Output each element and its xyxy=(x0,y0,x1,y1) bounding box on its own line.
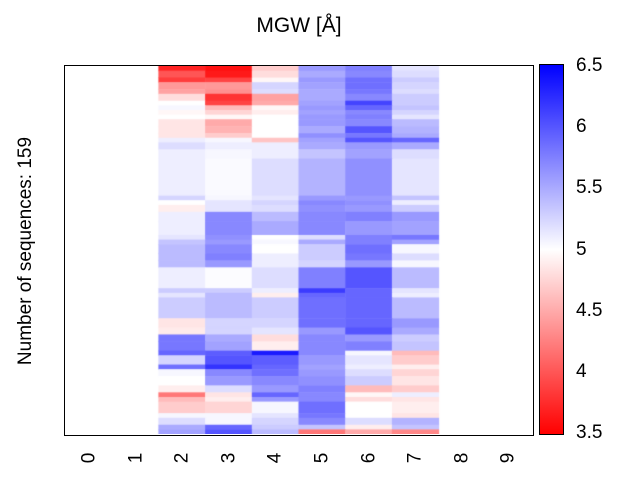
x-tick-label-8: 8 xyxy=(451,452,473,464)
colorbar-tick-label-4: 4 xyxy=(576,360,587,382)
heatmap-canvas xyxy=(65,66,532,434)
x-tick-label-5: 5 xyxy=(311,452,333,464)
plot-area xyxy=(64,65,534,436)
x-tick-label-0: 0 xyxy=(78,452,100,464)
colorbar-tick-label-3.5: 3.5 xyxy=(576,422,603,443)
y-axis-label-container: Number of sequences: 159 xyxy=(6,65,46,436)
x-tick-label-2: 2 xyxy=(171,452,193,464)
colorbar-tick-label-4.5: 4.5 xyxy=(576,299,603,321)
colorbar xyxy=(539,64,564,435)
chart-title: MGW [Å] xyxy=(256,14,342,37)
colorbar-tick-label-5: 5 xyxy=(576,238,587,260)
x-tick-label-4: 4 xyxy=(264,452,286,464)
x-tick-label-3: 3 xyxy=(218,452,240,464)
x-tick-label-6: 6 xyxy=(357,452,379,464)
colorbar-tick-label-5.5: 5.5 xyxy=(576,177,603,199)
x-tick-label-1: 1 xyxy=(124,452,146,464)
x-tick-label-7: 7 xyxy=(404,452,426,464)
colorbar-gradient xyxy=(540,65,563,434)
x-tick-label-9: 9 xyxy=(497,452,519,464)
x-axis-tick-labels: 0 1 2 3 4 5 6 7 8 9 xyxy=(0,438,640,474)
colorbar-tick-label-6: 6 xyxy=(576,116,587,138)
colorbar-tick-label-6.5: 6.5 xyxy=(576,55,603,76)
y-axis-label: Number of sequences: 159 xyxy=(15,136,37,365)
